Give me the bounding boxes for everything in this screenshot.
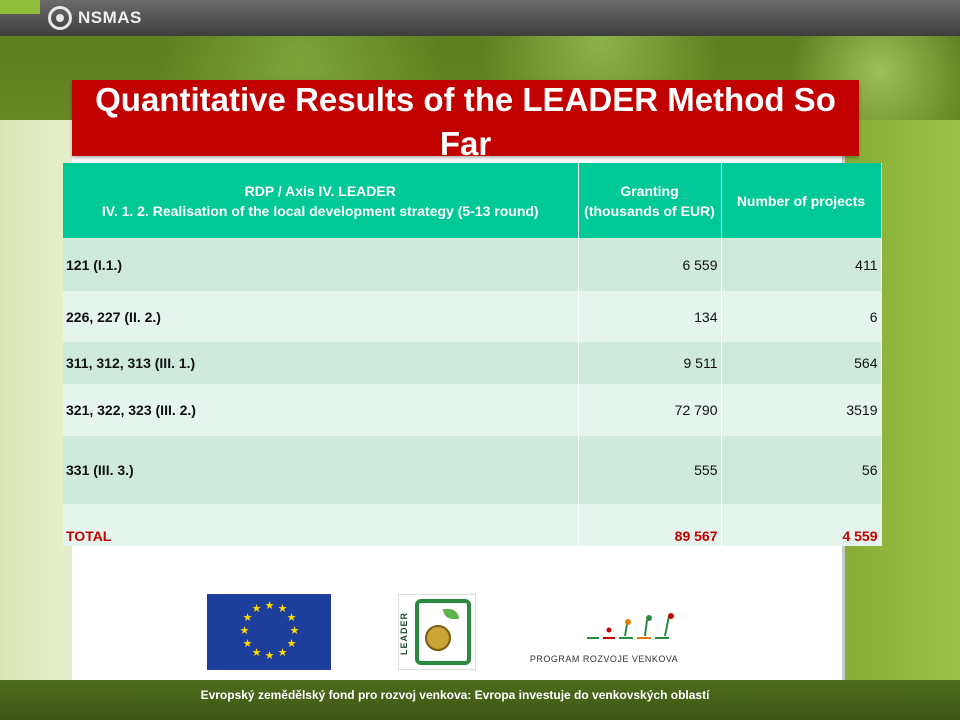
table-header-row: RDP / Axis IV. LEADER IV. 1. 2. Realisat… bbox=[63, 163, 882, 238]
eu-star-icon: ★ bbox=[242, 612, 253, 624]
leader-logo: LEADER bbox=[398, 594, 476, 670]
slide-title: Quantitative Results of the LEADER Metho… bbox=[95, 81, 836, 158]
table-row: 331 (III. 3.) 555 56 bbox=[63, 436, 882, 504]
eu-star-icon: ★ bbox=[286, 638, 297, 650]
cell-measure: 321, 322, 323 (III. 2.) bbox=[63, 384, 579, 436]
footer-bar bbox=[0, 680, 960, 720]
cell-projects: 411 bbox=[721, 238, 882, 291]
eu-star-icon: ★ bbox=[242, 638, 253, 650]
table-row: 121 (I.1.) 6 559 411 bbox=[63, 238, 882, 291]
cell-granting: 134 bbox=[578, 291, 722, 342]
header-projects: Number of projects bbox=[721, 163, 882, 238]
total-granting: 89 567 bbox=[578, 504, 722, 546]
top-bar bbox=[0, 0, 960, 36]
table-row: 311, 312, 313 (III. 1.) 9 511 564 bbox=[63, 342, 882, 384]
leaf-icon bbox=[443, 609, 459, 619]
eu-star-icon: ★ bbox=[277, 647, 288, 659]
nsmas-logo: NSMAS bbox=[48, 4, 142, 32]
header-granting: Granting (thousands of EUR) bbox=[578, 163, 722, 238]
cell-projects: 3519 bbox=[721, 384, 882, 436]
cell-measure: 121 (I.1.) bbox=[63, 238, 579, 291]
table-row: 321, 322, 323 (III. 2.) 72 790 3519 bbox=[63, 384, 882, 436]
prv-logo-text: PROGRAM ROZVOJE VENKOVA bbox=[529, 654, 679, 664]
eu-star-icon: ★ bbox=[277, 603, 288, 615]
eu-star-icon: ★ bbox=[239, 625, 250, 637]
results-table: RDP / Axis IV. LEADER IV. 1. 2. Realisat… bbox=[63, 163, 882, 546]
cell-measure: 226, 227 (II. 2.) bbox=[63, 291, 579, 342]
cell-projects: 564 bbox=[721, 342, 882, 384]
left-margin-band bbox=[0, 120, 72, 680]
eu-star-icon: ★ bbox=[264, 650, 275, 662]
eu-flag-icon: ★ ★ ★ ★ ★ ★ ★ ★ ★ ★ ★ ★ bbox=[207, 594, 331, 670]
cell-granting: 6 559 bbox=[578, 238, 722, 291]
cell-projects: 56 bbox=[721, 436, 882, 504]
cell-granting: 555 bbox=[578, 436, 722, 504]
cell-granting: 9 511 bbox=[578, 342, 722, 384]
eu-star-icon: ★ bbox=[286, 612, 297, 624]
top-bar-accent bbox=[0, 0, 40, 14]
nsmas-logo-icon bbox=[48, 6, 72, 30]
prv-logo: PROGRAM ROZVOJE VENKOVA bbox=[515, 594, 693, 674]
total-projects: 4 559 bbox=[721, 504, 882, 546]
table-total-row: TOTAL 89 567 4 559 bbox=[63, 504, 882, 546]
seed-icon bbox=[425, 625, 451, 651]
header-measure: RDP / Axis IV. LEADER IV. 1. 2. Realisat… bbox=[63, 163, 579, 238]
cell-measure: 331 (III. 3.) bbox=[63, 436, 579, 504]
header-measure-line1: RDP / Axis IV. LEADER bbox=[244, 182, 396, 199]
total-label: TOTAL bbox=[63, 504, 579, 546]
cell-measure: 311, 312, 313 (III. 1.) bbox=[63, 342, 579, 384]
header-measure-line2: IV. 1. 2. Realisation of the local devel… bbox=[101, 202, 539, 219]
cell-granting: 72 790 bbox=[578, 384, 722, 436]
eu-star-icon: ★ bbox=[264, 600, 275, 612]
prv-sprouts-icon bbox=[587, 613, 674, 639]
leader-frame-icon bbox=[415, 599, 471, 665]
footer-text: Evropský zemědělský fond pro rozvoj venk… bbox=[200, 688, 710, 702]
eu-star-icon: ★ bbox=[289, 625, 300, 637]
cell-projects: 6 bbox=[721, 291, 882, 342]
eu-star-icon: ★ bbox=[251, 647, 262, 659]
leader-logo-text: LEADER bbox=[399, 611, 409, 655]
title-banner bbox=[72, 80, 859, 156]
eu-star-icon: ★ bbox=[251, 603, 262, 615]
nsmas-logo-text: NSMAS bbox=[78, 8, 142, 27]
table-row: 226, 227 (II. 2.) 134 6 bbox=[63, 291, 882, 342]
